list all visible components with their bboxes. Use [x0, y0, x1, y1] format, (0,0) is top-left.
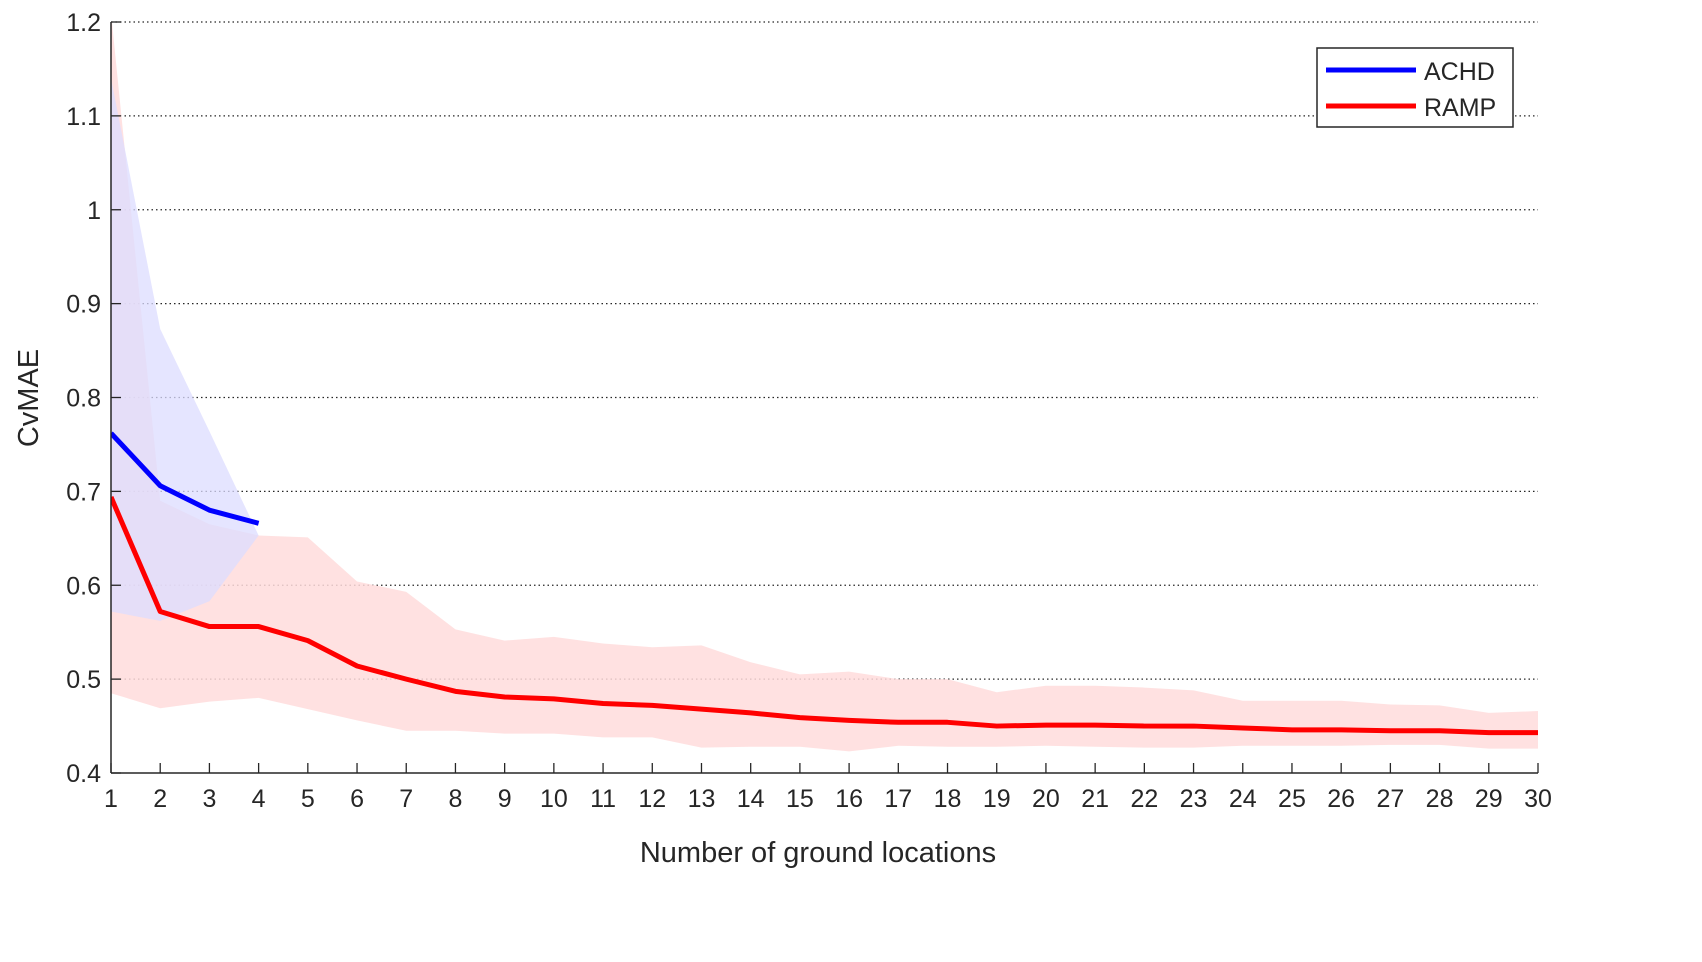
y-tick-label: 1.2 — [66, 9, 101, 37]
x-tick-label: 28 — [1426, 785, 1454, 813]
x-tick-label: 13 — [688, 785, 716, 813]
y-tick-label: 1.1 — [66, 103, 101, 131]
x-tick-label: 22 — [1130, 785, 1158, 813]
x-tick-label: 21 — [1081, 785, 1109, 813]
y-tick-label: 0.4 — [66, 760, 101, 788]
legend-label-achd: ACHD — [1424, 58, 1495, 86]
x-tick-label: 15 — [786, 785, 814, 813]
x-tick-label: 24 — [1229, 785, 1257, 813]
x-tick-label: 25 — [1278, 785, 1306, 813]
y-tick-label: 0.8 — [66, 385, 101, 413]
x-tick-label: 20 — [1032, 785, 1060, 813]
y-tick-label: 1 — [87, 197, 101, 225]
x-tick-label: 30 — [1524, 785, 1552, 813]
x-tick-label: 2 — [153, 785, 167, 813]
x-tick-label: 18 — [934, 785, 962, 813]
band-achd — [111, 78, 259, 621]
y-tick-label: 0.9 — [66, 291, 101, 319]
x-tick-label: 10 — [540, 785, 568, 813]
x-tick-label: 16 — [835, 785, 863, 813]
x-tick-label: 14 — [737, 785, 765, 813]
x-tick-label: 17 — [884, 785, 912, 813]
x-tick-label: 12 — [638, 785, 666, 813]
y-tick-label: 0.6 — [66, 572, 101, 600]
x-axis-label: Number of ground locations — [640, 837, 996, 869]
x-tick-label: 3 — [202, 785, 216, 813]
x-tick-label: 5 — [301, 785, 315, 813]
x-tick-label: 11 — [590, 785, 616, 813]
y-tick-label: 0.7 — [66, 478, 101, 506]
legend: ACHD RAMP — [1317, 48, 1513, 127]
x-tick-label: 27 — [1376, 785, 1404, 813]
x-tick-label: 19 — [983, 785, 1011, 813]
x-tick-label: 8 — [448, 785, 462, 813]
x-tick-label: 4 — [252, 785, 266, 813]
y-tick-label: 0.5 — [66, 666, 101, 694]
x-tick-label: 29 — [1475, 785, 1503, 813]
x-tick-label: 1 — [104, 785, 118, 813]
x-tick-label: 7 — [399, 785, 413, 813]
x-tick-label: 9 — [498, 785, 512, 813]
y-axis-label: CvMAE — [13, 349, 45, 447]
x-tick-label: 6 — [350, 785, 364, 813]
x-tick-label: 23 — [1180, 785, 1208, 813]
legend-label-ramp: RAMP — [1424, 94, 1496, 122]
x-tick-label: 26 — [1327, 785, 1355, 813]
